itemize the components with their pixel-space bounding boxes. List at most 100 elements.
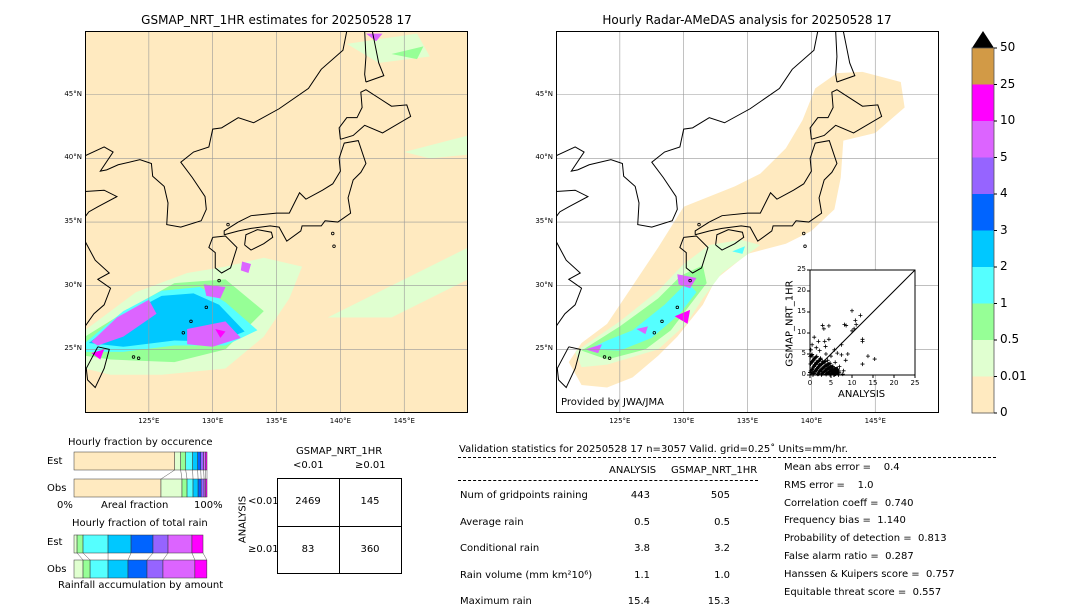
scatter-point-cluster <box>830 364 835 369</box>
contingency-cell-hit: 360 <box>360 544 380 555</box>
scatter-xtick: 0 <box>807 379 813 387</box>
contingency-col-0: <0.01 <box>293 460 324 471</box>
map-frame <box>556 31 939 413</box>
coastline-shikoku <box>244 229 274 251</box>
scatter-point-cluster <box>836 368 841 373</box>
island <box>332 244 336 248</box>
scatter-point <box>832 347 837 352</box>
scatter-point-cluster <box>821 360 826 365</box>
scatter-point <box>839 352 844 357</box>
occurrence-est-segment <box>174 451 181 471</box>
coastline-china_s <box>556 240 583 327</box>
stats-score: Hanssen & Kuipers score = 0.757 <box>784 568 955 580</box>
stats-score: Correlation coeff = 0.740 <box>784 497 914 509</box>
scatter-point <box>837 364 842 369</box>
scatter-point <box>839 342 844 347</box>
occurrence-obs-segment <box>200 478 205 498</box>
precip-area <box>636 326 648 335</box>
colorbar-extend-arrow <box>972 31 994 48</box>
contingency-cell-miss: 83 <box>301 544 315 555</box>
island <box>136 356 141 360</box>
scatter-point <box>814 345 819 350</box>
scatter-point <box>844 323 849 328</box>
coastline-honshu <box>694 140 838 242</box>
stats-row-label: Conditional rain <box>460 543 540 554</box>
precip-area <box>365 33 383 42</box>
island <box>697 222 701 227</box>
rain-est-segment <box>82 534 109 554</box>
rain-fraction-xlabel: Rainfall accumulation by amount <box>58 580 224 591</box>
coastline-honshu <box>223 140 367 242</box>
coastline-shikoku <box>715 229 745 251</box>
scatter-point-cluster <box>818 368 823 373</box>
lat-tick-label: 45°N <box>535 89 553 98</box>
rain-est-segment <box>73 534 78 554</box>
rain-fraction-title: Hourly fraction of total rain <box>72 518 208 529</box>
scatter-point <box>822 339 827 344</box>
stats-score: False alarm ratio = 0.287 <box>784 551 914 562</box>
scatter-point-cluster <box>814 354 819 359</box>
occurrence-est-segment <box>205 451 208 471</box>
scatter-xtick: 25 <box>910 379 920 387</box>
rain-est-segment <box>152 534 169 554</box>
scatter-point-cluster <box>808 361 813 366</box>
occurrence-est-segment <box>192 451 198 471</box>
precip-area <box>91 299 157 346</box>
stats-row-gsmap: 15.3 <box>707 596 730 607</box>
scatter-point <box>850 308 854 313</box>
stats-row-label: Average rain <box>460 516 524 528</box>
occurrence-obs-segment <box>192 478 199 498</box>
contingency-table-grid <box>277 478 402 574</box>
rain-obs-segment <box>89 559 109 579</box>
provider-annotation: Provided by JWA/JMA <box>561 397 664 408</box>
scatter-ytick: 0 <box>801 370 806 378</box>
scatter-point <box>817 348 822 353</box>
colorbar-label: 3 <box>1000 222 1008 237</box>
rain-obs-segment <box>162 559 196 579</box>
rain-obs-segment <box>107 559 129 579</box>
island <box>802 231 806 236</box>
coastline-mainland <box>556 31 819 228</box>
precip-area <box>581 265 707 360</box>
scatter-point <box>852 326 857 331</box>
scatter-point-cluster <box>818 357 823 362</box>
lat-tick-label: 25°N <box>64 344 82 353</box>
scatter-xtick: 5 <box>828 379 834 387</box>
occurrence-connector <box>180 469 183 480</box>
scatter-point-cluster <box>834 366 839 371</box>
colorbar-label: 4 <box>1000 186 1008 200</box>
precip-area <box>203 284 226 299</box>
rain-obs-segment <box>82 559 91 579</box>
map-frame <box>85 31 468 413</box>
stats-score: RMS error = 1.0 <box>784 479 874 491</box>
contingency-title: GSMAP_NRT_1HR <box>296 446 383 457</box>
rain-connector <box>191 552 196 561</box>
scatter-point-cluster <box>821 370 826 375</box>
scatter-point-cluster <box>827 365 832 370</box>
scatter-point-cluster <box>826 366 831 371</box>
scatter-ytick: 15 <box>797 307 806 315</box>
lon-tick-label: 135°E <box>736 417 759 425</box>
scatter-point-cluster <box>810 352 815 357</box>
coastline-hokkaido <box>809 89 883 140</box>
coastline-taiwan <box>556 346 581 389</box>
scatter-point <box>823 352 828 356</box>
scatter-point <box>812 335 817 340</box>
scatter-point <box>829 354 833 359</box>
scatter-point-cluster <box>829 364 834 369</box>
rain-connector <box>127 552 132 561</box>
scatter-point-cluster <box>813 355 818 360</box>
stats-row-analysis: 0.5 <box>634 516 650 528</box>
occurrence-connector <box>160 469 175 480</box>
rain-connector <box>82 552 91 561</box>
island <box>602 355 607 359</box>
island <box>131 355 136 359</box>
coastline-shandong <box>556 189 590 218</box>
scatter-point <box>858 313 863 318</box>
scatter-ytick: 20 <box>797 286 806 294</box>
colorbar-label: 0.5 <box>1000 332 1020 346</box>
scatter-point <box>854 322 859 327</box>
lat-tick-label: 40°N <box>64 153 82 162</box>
rain-obs-segment <box>146 559 164 579</box>
